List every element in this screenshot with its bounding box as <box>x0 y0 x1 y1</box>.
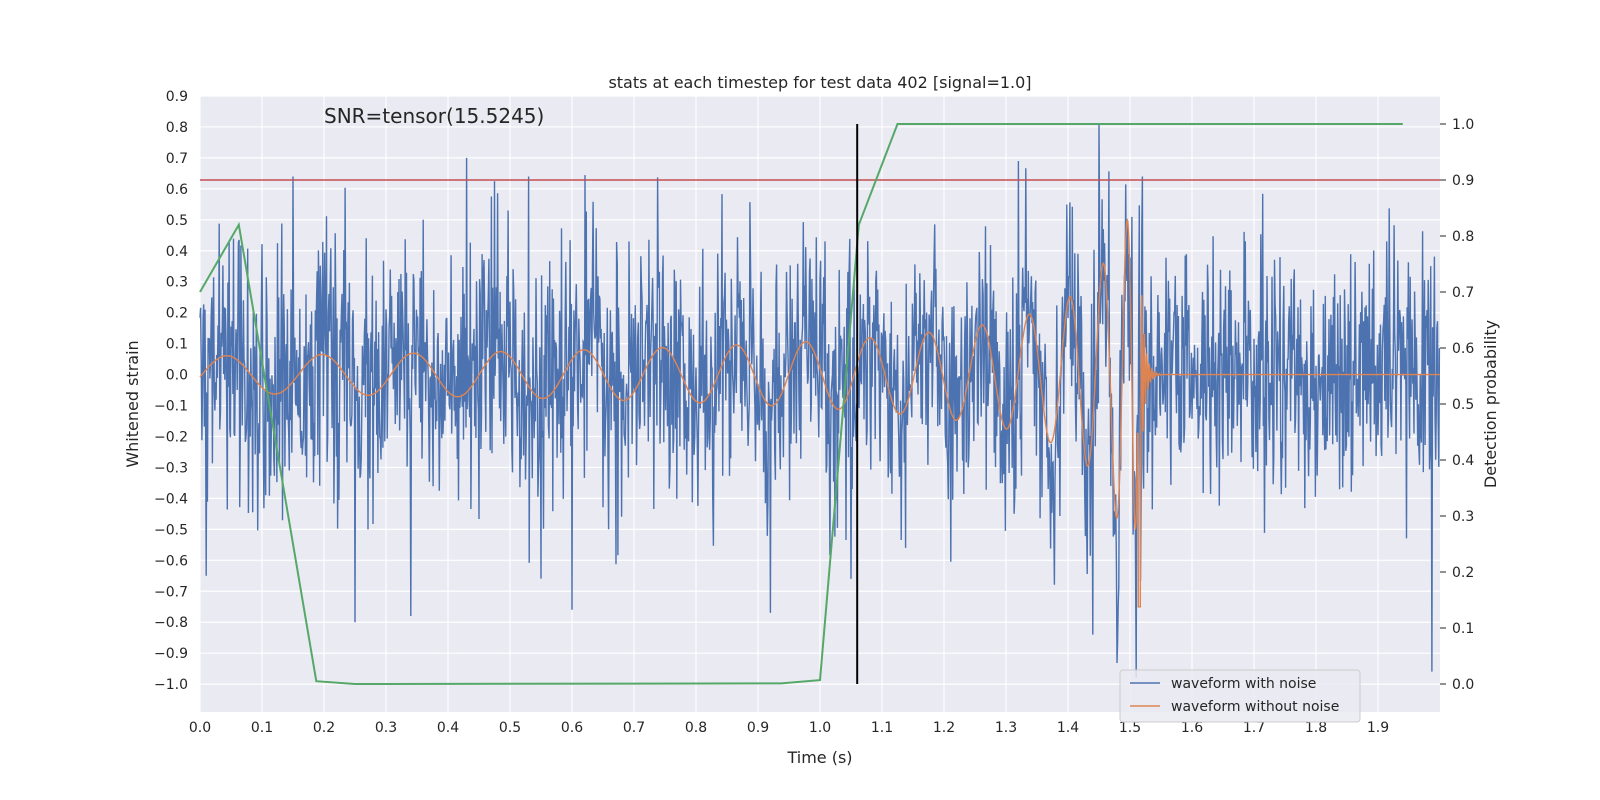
legend: waveform with noise waveform without noi… <box>1119 669 1361 723</box>
y-tick-label: −0.9 <box>154 646 188 662</box>
x-tick-label: 1.1 <box>871 720 893 736</box>
y2-tick-label: 0.1 <box>1452 621 1474 637</box>
x-tick-label: 1.3 <box>995 720 1017 736</box>
y2-tick-label: 0.2 <box>1452 565 1474 581</box>
y2-tick-label: 0.6 <box>1452 341 1474 357</box>
x-tick-label: 0.3 <box>375 720 397 736</box>
x-tick-label: 0.5 <box>499 720 521 736</box>
y-tick-label: 0.7 <box>166 151 188 167</box>
legend-label-clean: waveform without noise <box>1171 699 1339 715</box>
y2-tick-label: 0.4 <box>1452 453 1474 469</box>
x-tick-label: 1.5 <box>1119 720 1141 736</box>
tick-labels: 0.0 0.1 0.2 0.3 0.4 0.5 0.6 0.7 0.8 0.9 1.0 1.1 1.2 1… <box>154 89 1474 736</box>
y-axis-label: Whitened strain <box>123 340 142 467</box>
y-tick-label: −1.0 <box>154 677 188 693</box>
x-tick-label: 1.4 <box>1057 720 1079 736</box>
x-tick-label: 1.8 <box>1305 720 1327 736</box>
y-tick-label: 0.6 <box>166 182 188 198</box>
y-tick-label: −0.2 <box>154 430 188 446</box>
y-tick-label: −0.7 <box>154 584 188 600</box>
snr-annotation: SNR=tensor(15.5245) <box>324 104 544 128</box>
y-tick-label: −0.1 <box>154 399 188 415</box>
x-tick-label: 0.1 <box>251 720 273 736</box>
y2-tick-label: 0.0 <box>1452 677 1474 693</box>
y2-tick-label: 0.3 <box>1452 509 1474 525</box>
x-tick-label: 0.8 <box>685 720 707 736</box>
y-tick-label: 0.8 <box>166 120 188 136</box>
y2-tick-label: 0.7 <box>1452 285 1474 301</box>
x-axis-label: Time (s) <box>786 748 852 767</box>
x-tick-label: 1.6 <box>1181 720 1203 736</box>
y-tick-label: −0.6 <box>154 553 188 569</box>
y-tick-label: −0.8 <box>154 615 188 631</box>
x-tick-label: 0.4 <box>437 720 459 736</box>
x-tick-label: 0.9 <box>747 720 769 736</box>
x-tick-label: 1.9 <box>1367 720 1389 736</box>
legend-box <box>1119 669 1361 723</box>
series-line-detection-probability <box>199 123 1403 686</box>
y-tick-label: 0.9 <box>166 89 188 105</box>
x-tick-label: 0.7 <box>623 720 645 736</box>
x-tick-label: 0.2 <box>313 720 335 736</box>
y2-tick-label: 0.9 <box>1452 173 1474 189</box>
y2-tick-label: 1.0 <box>1452 117 1474 133</box>
x-tick-label: 0.0 <box>189 720 211 736</box>
y2-tick-label: 0.8 <box>1452 229 1474 245</box>
y2-axis-label: Detection probability <box>1481 320 1500 488</box>
y-tick-label: 0.2 <box>166 306 188 322</box>
x-tick-label: 0.6 <box>561 720 583 736</box>
series-layer <box>199 123 1441 686</box>
y-tick-label: −0.3 <box>154 460 188 476</box>
y-tick-label: 0.4 <box>166 244 188 260</box>
x-tick-label: 1.2 <box>933 720 955 736</box>
y-tick-label: 0.5 <box>166 213 188 229</box>
chart-title: stats at each timestep for test data 402… <box>608 73 1031 92</box>
x-tick-label: 1.0 <box>809 720 831 736</box>
y-tick-label: 0.1 <box>166 337 188 353</box>
y-tick-label: −0.4 <box>154 491 188 507</box>
y2-tick-label: 0.5 <box>1452 397 1474 413</box>
y-tick-label: −0.5 <box>154 522 188 538</box>
y-tick-label: 0.0 <box>166 368 188 384</box>
legend-label-noise: waveform with noise <box>1171 676 1316 692</box>
y-tick-label: 0.3 <box>166 275 188 291</box>
x-tick-label: 1.7 <box>1243 720 1265 736</box>
series-line-waveform-without-noise <box>199 218 1440 608</box>
series-line-waveform-with-noise <box>199 123 1441 678</box>
